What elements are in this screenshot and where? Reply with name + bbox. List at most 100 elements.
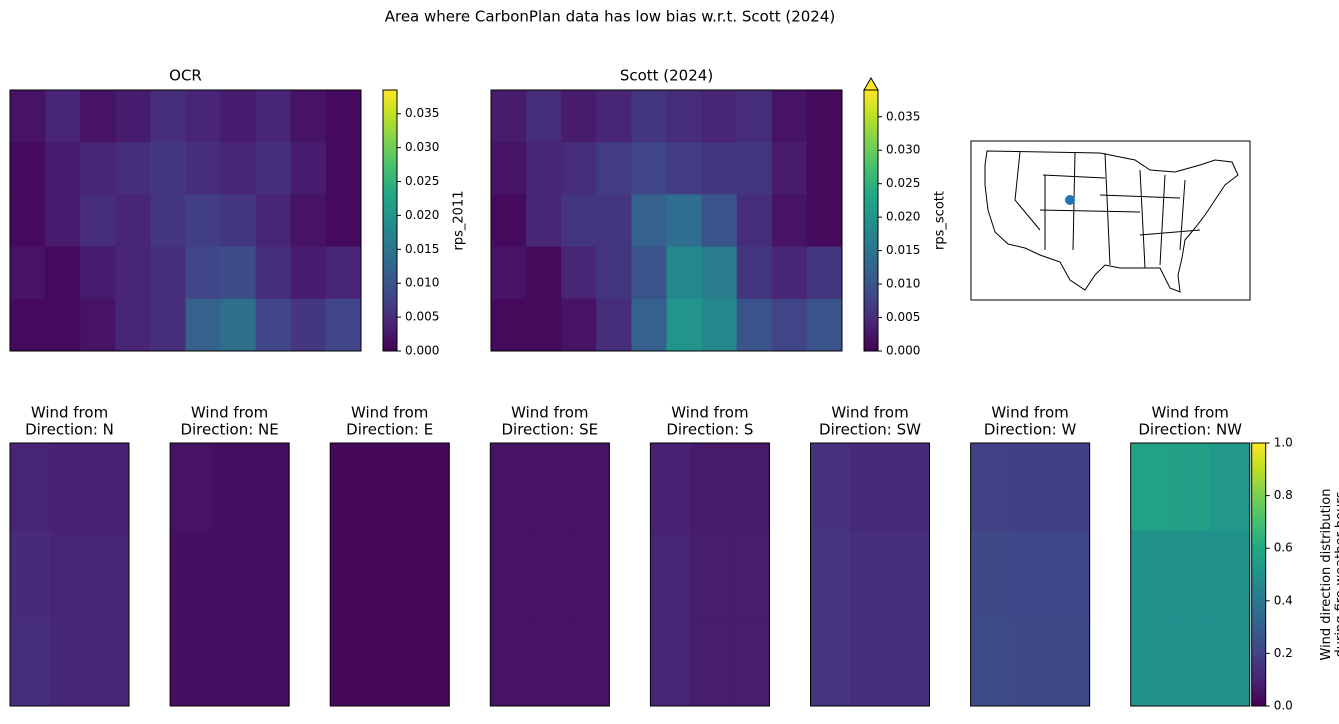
panel-title: Wind from Direction: SE — [502, 403, 599, 438]
heatmap-cell — [491, 90, 527, 143]
panel-title: OCR — [169, 67, 202, 85]
heatmap-cell — [10, 142, 46, 195]
heatmap-cell — [255, 298, 292, 352]
heatmap-cell — [650, 443, 691, 532]
heatmap-cell — [970, 530, 1011, 619]
heatmap-cell — [526, 90, 562, 143]
heatmap-cell — [666, 90, 703, 143]
panel-title: Scott (2024) — [620, 67, 713, 85]
colorbar-label: Wind direction distributionduring fire-w… — [1318, 489, 1339, 661]
heatmap-cell — [220, 142, 257, 195]
heatmap-cell — [1170, 618, 1211, 707]
heatmap-cell — [185, 298, 222, 352]
panel-title: Wind from Direction: NE — [180, 403, 278, 438]
heatmap-cell — [89, 530, 130, 619]
heatmap-cell — [80, 298, 116, 352]
colorbar-tick-label: 0.015 — [405, 242, 439, 256]
heatmap-cell — [290, 194, 327, 248]
heatmap-cell — [569, 530, 610, 619]
heatmap-cell — [45, 194, 81, 248]
heatmap-cell — [631, 298, 667, 352]
heatmap-cell — [330, 618, 371, 707]
heatmap-cell — [330, 443, 371, 532]
axes-frame — [169, 442, 290, 707]
axes-frame — [329, 442, 450, 707]
heatmap-cell — [45, 142, 81, 195]
heatmap-cell — [1170, 443, 1211, 532]
colorbar-tick-label: 0.010 — [886, 277, 920, 291]
heatmap-cell — [255, 90, 292, 143]
heatmap-cell — [850, 443, 891, 532]
map-frame — [970, 140, 1251, 301]
heatmap-cell — [290, 246, 327, 300]
heatmap-cell — [220, 194, 257, 248]
heatmap-cell — [771, 298, 808, 352]
heatmap-cell — [561, 90, 597, 143]
colorbar-tick-label: 0.6 — [1274, 541, 1293, 555]
heatmap-cell — [771, 142, 808, 195]
heatmap-cell — [771, 246, 808, 300]
heatmap-cell — [150, 246, 186, 300]
heatmap-cell — [325, 90, 362, 143]
colorbar-extend — [863, 77, 879, 91]
heatmap-cell — [889, 530, 930, 619]
heatmap-cell — [631, 246, 667, 300]
heatmap-cell — [701, 142, 738, 195]
heatmap-cell — [10, 618, 51, 707]
heatmap-cell — [80, 246, 116, 300]
heatmap-cell — [529, 443, 571, 532]
heatmap-cell — [115, 142, 151, 195]
heatmap-cell — [650, 530, 691, 619]
heatmap-cell — [701, 90, 738, 143]
heatmap-cell — [10, 298, 46, 352]
heatmap-cell — [490, 618, 531, 707]
heatmap-cell — [596, 298, 632, 352]
heatmap-cell — [690, 530, 731, 619]
heatmap-cell — [220, 298, 257, 352]
heatmap-cell — [150, 142, 186, 195]
heatmap-cell — [10, 194, 46, 248]
colorbar-tick-label: 0.035 — [405, 106, 439, 120]
figure-title: Area where CarbonPlan data has low bias … — [385, 8, 836, 26]
heatmap-cell — [89, 618, 130, 707]
heatmap-cell — [526, 194, 562, 248]
heatmap-cell — [1010, 443, 1051, 532]
colorbar-tick-label: 0.020 — [405, 208, 439, 222]
heatmap-cell — [249, 530, 290, 619]
heatmap-cell — [150, 298, 186, 352]
heatmap-cell — [729, 443, 770, 532]
heatmap-cell — [1049, 530, 1091, 619]
heatmap-cell — [736, 298, 773, 352]
location-marker — [1065, 195, 1075, 205]
heatmap-cell — [1210, 530, 1251, 619]
heatmap-cell — [491, 142, 527, 195]
colorbar-tick-label: 0.000 — [886, 344, 920, 358]
colorbar-tick-label: 0.0 — [1274, 699, 1293, 713]
heatmap-cell — [631, 194, 667, 248]
heatmap-cell — [249, 618, 290, 707]
heatmap-cell — [889, 443, 930, 532]
heatmap-cell — [970, 618, 1011, 707]
heatmap-cell — [255, 194, 292, 248]
heatmap-cell — [170, 443, 211, 532]
colorbar — [1251, 442, 1267, 707]
locator-map — [970, 140, 1251, 301]
heatmap-cell — [596, 194, 632, 248]
colorbar-tick-label: 0.025 — [405, 174, 439, 188]
colorbar-tick-label: 0.015 — [886, 243, 920, 257]
heatmap-cell — [290, 90, 327, 143]
heatmap-cell — [596, 246, 632, 300]
heatmap-cell — [170, 530, 211, 619]
heatmap-cell — [249, 443, 290, 532]
axes-frame — [490, 89, 843, 352]
heatmap-cell — [1010, 618, 1051, 707]
heatmap-cell — [810, 443, 851, 532]
heatmap-cell — [736, 246, 773, 300]
axes-frame — [810, 442, 930, 707]
heatmap-cell — [220, 246, 257, 300]
heatmap-cell — [491, 246, 527, 300]
colorbar-tick-label: 0.030 — [886, 143, 920, 157]
heatmap-cell — [10, 443, 51, 532]
heatmap-cell — [255, 246, 292, 300]
heatmap-cell — [45, 298, 81, 352]
